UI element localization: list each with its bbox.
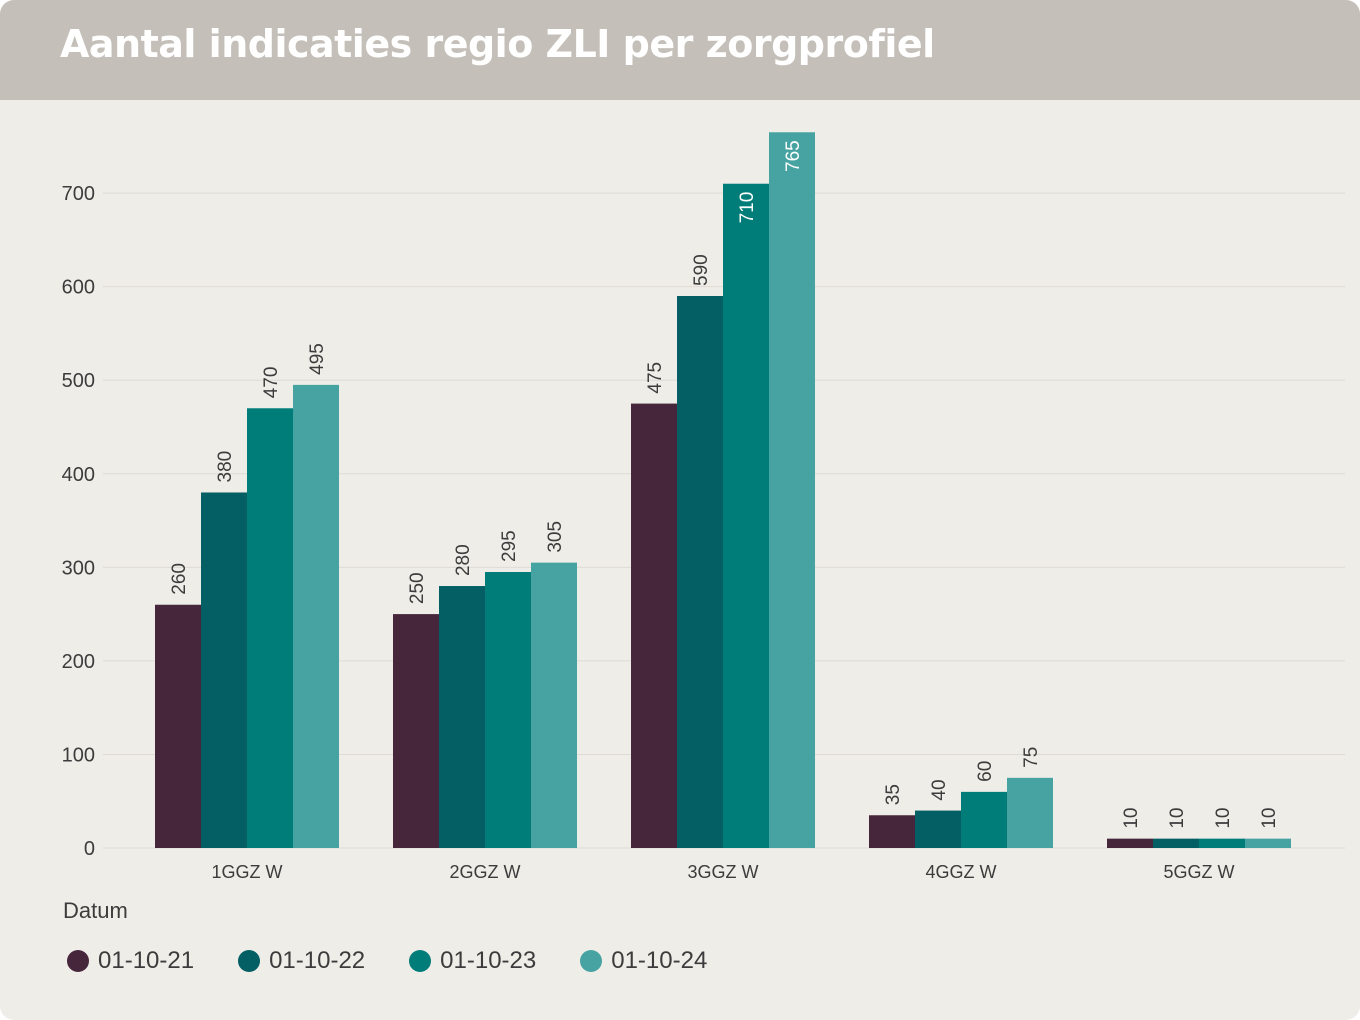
data-label: 250 bbox=[407, 572, 428, 604]
legend-title: Datum bbox=[63, 898, 128, 923]
data-label: 295 bbox=[499, 530, 520, 562]
data-label: 260 bbox=[169, 563, 190, 595]
x-category-label: 1GGZ W bbox=[212, 862, 283, 882]
bar bbox=[393, 614, 439, 848]
data-label: 470 bbox=[261, 367, 282, 399]
x-category-label: 5GGZ W bbox=[1164, 862, 1235, 882]
data-label: 10 bbox=[1213, 808, 1234, 829]
legend-label: 01-10-22 bbox=[269, 947, 366, 974]
x-category-label: 3GGZ W bbox=[688, 862, 759, 882]
legend-swatch bbox=[409, 950, 432, 972]
data-label: 305 bbox=[545, 521, 566, 553]
y-tick-label: 100 bbox=[62, 744, 95, 766]
bar bbox=[961, 791, 1007, 848]
legend-swatch bbox=[67, 950, 89, 972]
data-label: 75 bbox=[1021, 747, 1042, 768]
legend-label: 01-10-21 bbox=[98, 947, 195, 974]
legend-item: 01-10-24 bbox=[580, 947, 707, 975]
data-label: 40 bbox=[929, 779, 950, 800]
bar bbox=[1245, 838, 1291, 848]
bar bbox=[485, 571, 531, 848]
x-category-label: 2GGZ W bbox=[450, 862, 521, 882]
y-tick-label: 600 bbox=[62, 277, 95, 299]
y-tick-label: 300 bbox=[62, 557, 95, 579]
data-label: 10 bbox=[1167, 808, 1188, 829]
data-label: 10 bbox=[1121, 808, 1142, 829]
bar bbox=[201, 492, 247, 848]
bar bbox=[723, 183, 769, 848]
y-tick-label: 700 bbox=[62, 183, 95, 205]
legend-item: 01-10-21 bbox=[67, 947, 194, 975]
bar bbox=[1007, 777, 1053, 848]
legend-item: 01-10-23 bbox=[409, 947, 536, 975]
legend-label: 01-10-23 bbox=[440, 947, 537, 974]
bar bbox=[1199, 838, 1245, 848]
data-label: 380 bbox=[215, 451, 236, 483]
y-tick-label: 500 bbox=[62, 370, 95, 392]
y-tick-label: 0 bbox=[84, 838, 95, 860]
bar bbox=[915, 810, 961, 848]
bar bbox=[1107, 838, 1153, 848]
title-banner: Aantal indicaties regio ZLI per zorgprof… bbox=[0, 0, 1360, 100]
legend-label: 01-10-24 bbox=[611, 947, 708, 974]
bar bbox=[1153, 838, 1199, 848]
bar bbox=[631, 403, 677, 848]
data-label: 35 bbox=[883, 784, 904, 805]
bar bbox=[247, 408, 293, 848]
data-label: 590 bbox=[691, 254, 712, 286]
legend-swatch bbox=[238, 950, 261, 972]
legend-item: 01-10-22 bbox=[238, 947, 365, 975]
legend: 01-10-21 01-10-22 01-10-23 01-10-24 bbox=[67, 945, 751, 977]
chart-title: Aantal indicaties regio ZLI per zorgprof… bbox=[60, 22, 935, 66]
data-label: 280 bbox=[453, 544, 474, 576]
data-label: 60 bbox=[975, 761, 996, 782]
bar bbox=[293, 384, 339, 848]
y-tick-label: 200 bbox=[62, 651, 95, 673]
data-label: 710 bbox=[737, 192, 758, 224]
y-tick-label: 400 bbox=[62, 464, 95, 486]
bar bbox=[869, 815, 915, 848]
x-category-label: 4GGZ W bbox=[926, 862, 997, 882]
bar bbox=[155, 604, 201, 848]
bar bbox=[439, 586, 485, 848]
bar bbox=[677, 295, 723, 849]
bar bbox=[769, 132, 815, 849]
legend-swatch bbox=[580, 950, 603, 972]
data-label: 10 bbox=[1259, 808, 1280, 829]
data-label: 495 bbox=[307, 343, 328, 375]
bar bbox=[531, 562, 577, 848]
data-label: 475 bbox=[645, 362, 666, 394]
data-label: 765 bbox=[783, 140, 804, 172]
